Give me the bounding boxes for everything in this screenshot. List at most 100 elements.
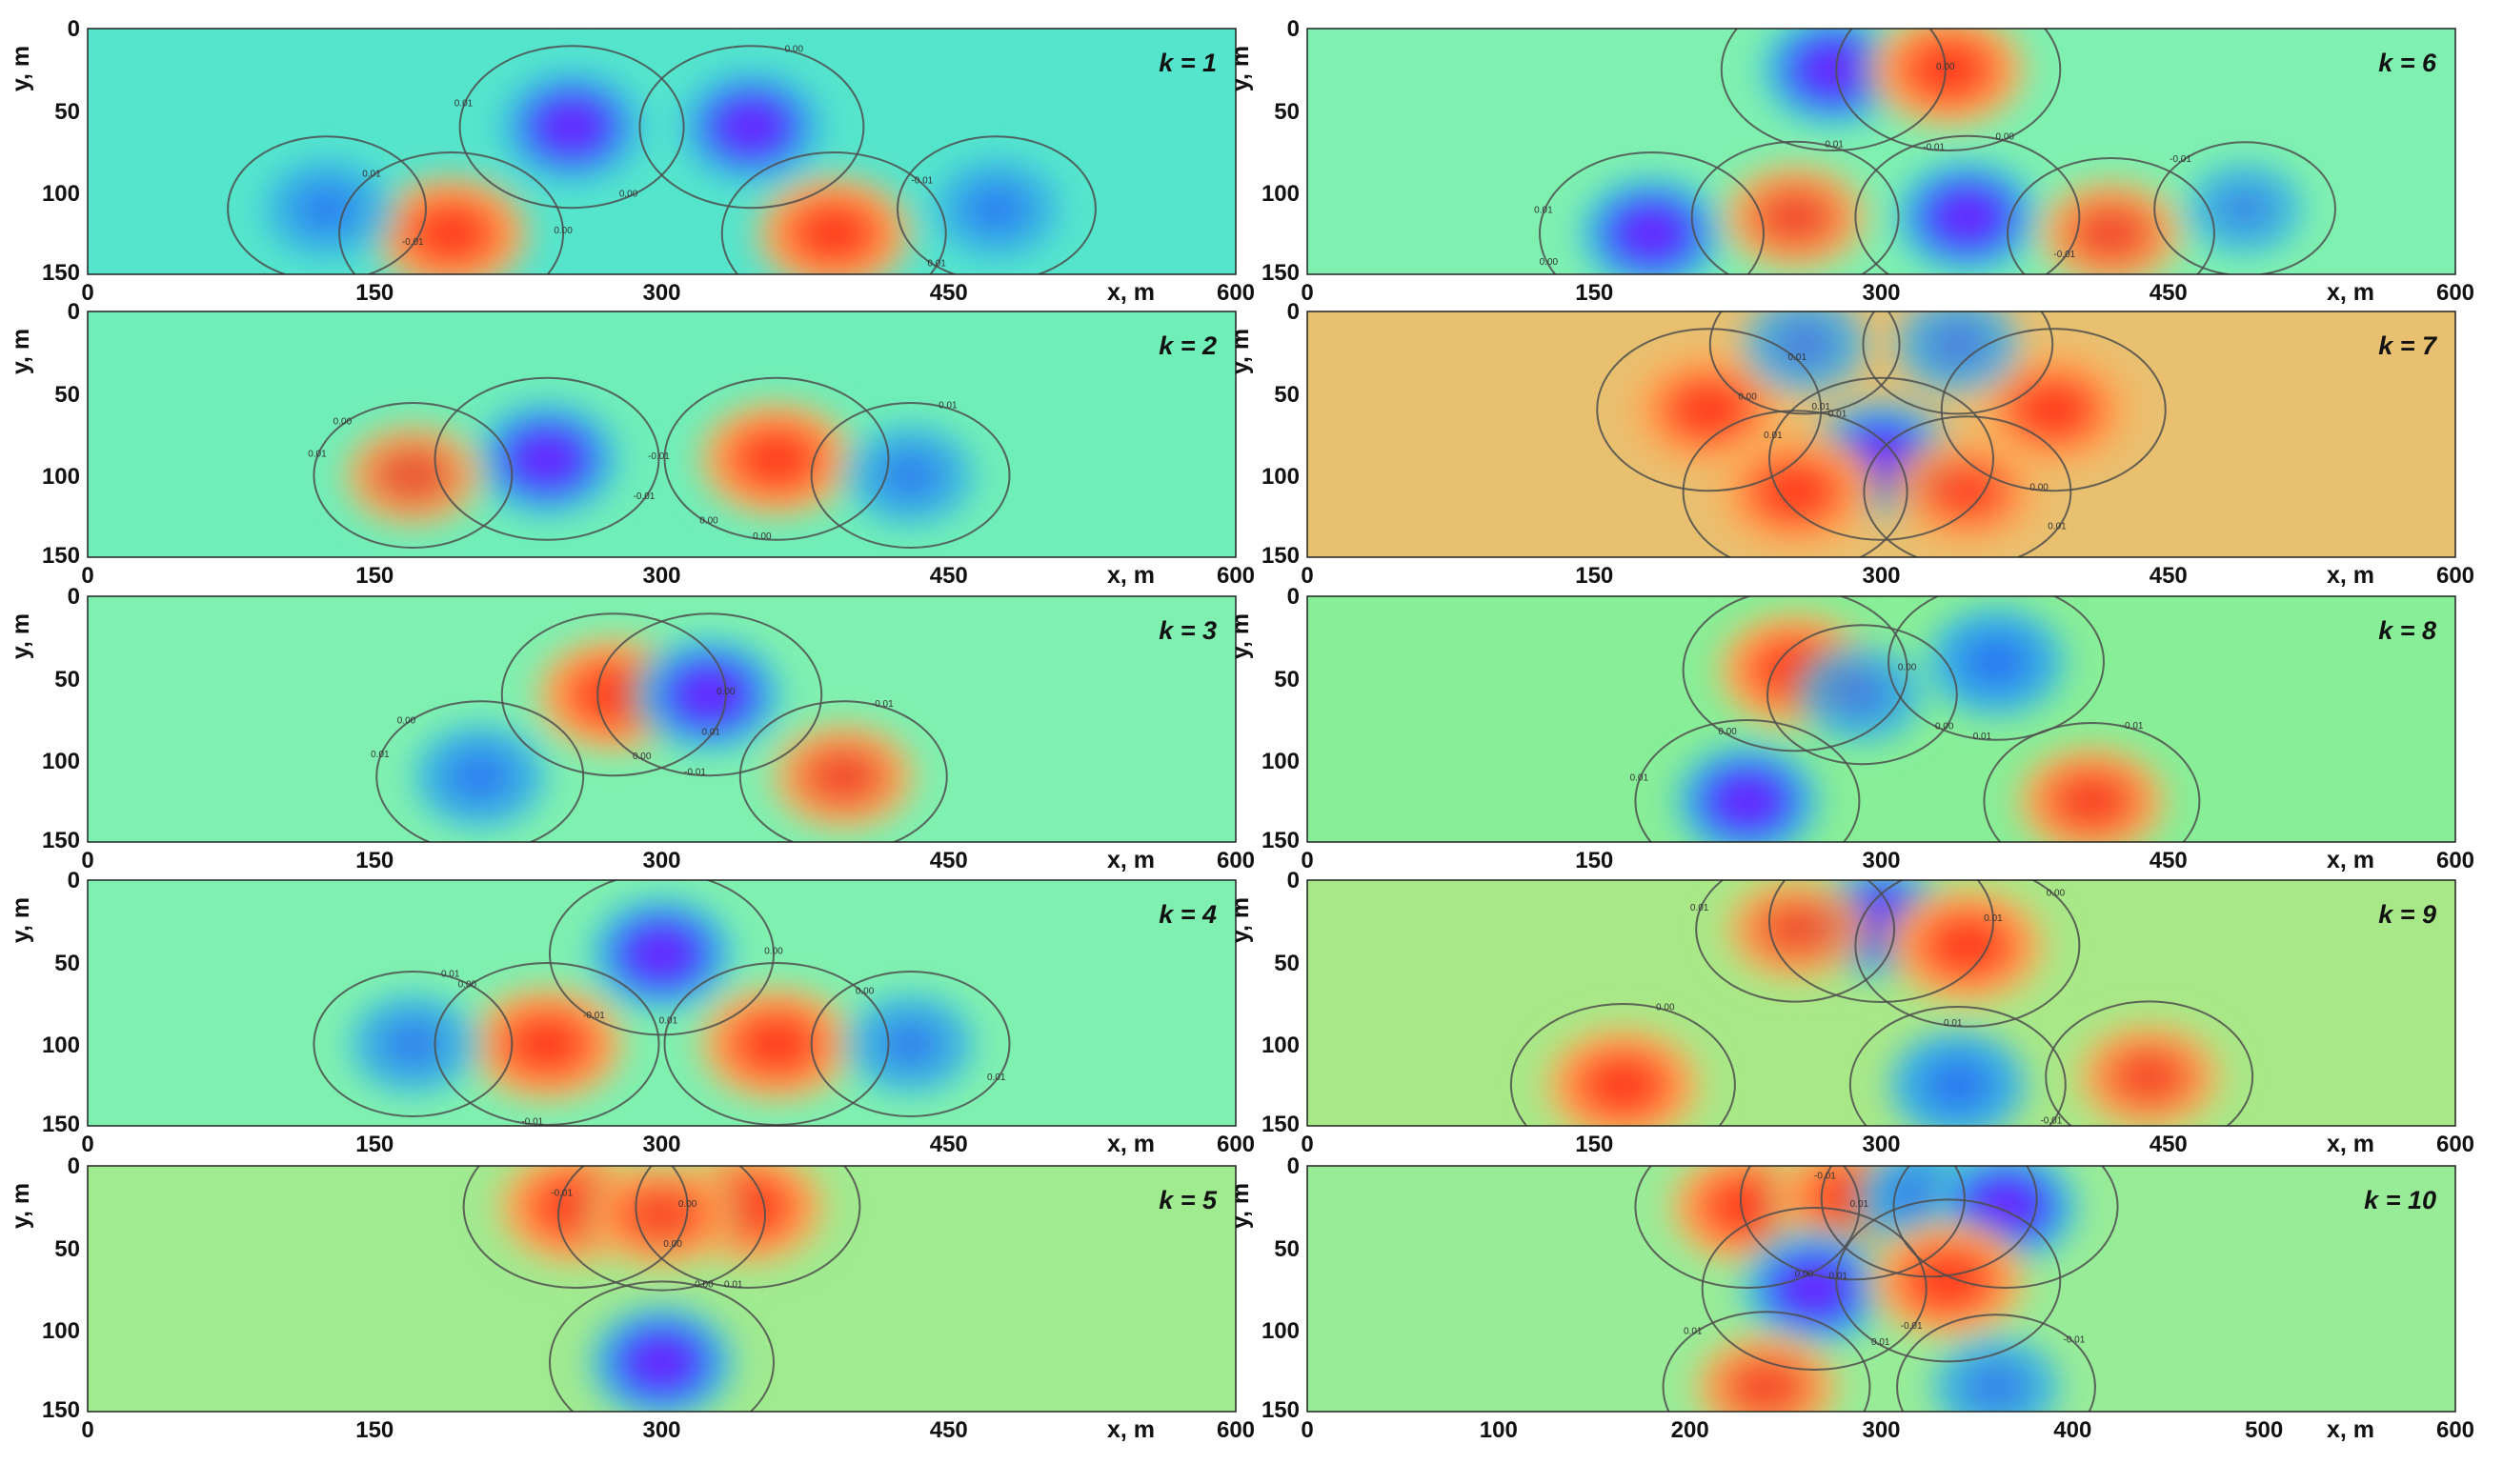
- contour-label: -0.01: [1923, 142, 1945, 152]
- y-tick-label: 150: [1262, 543, 1300, 569]
- y-tick-label: 0: [68, 868, 80, 893]
- positive-anomaly: [1996, 730, 2187, 842]
- contour-label: 0.00: [785, 45, 804, 55]
- contour-line: [1539, 151, 1765, 274]
- contour-label: 0.00: [1996, 131, 2015, 142]
- contour-label: 0.01: [987, 1073, 1006, 1083]
- panel-6: 0.000.010.01-0.010.000.000 150 300 450 600x,…: [1227, 584, 2474, 873]
- positive-anomaly: [2057, 1008, 2241, 1126]
- negative-anomaly: [1560, 160, 1744, 274]
- panel-5: 0.00-0.010.01-0.010.010.000.000 150 300 450…: [8, 584, 1255, 873]
- x-tick-label: 600: [2436, 1132, 2474, 1157]
- y-axis-label: y, m: [8, 1183, 34, 1229]
- contour-label: -0.01: [2040, 1116, 2062, 1127]
- y-tick-label: 0: [1287, 868, 1300, 893]
- contour-label: 0.01: [454, 98, 474, 109]
- negative-anomaly: [244, 142, 410, 274]
- y-tick-label: 50: [1274, 382, 1300, 408]
- positive-anomaly: [678, 385, 875, 532]
- contour-line: [1862, 311, 2054, 415]
- x-tick-label: 0: [81, 280, 93, 306]
- contour-label: 0.01: [371, 750, 390, 760]
- x-axis-label: x, m: [2327, 1416, 2374, 1443]
- x-tick-label: 300: [1862, 563, 1900, 589]
- contour-label: 0.01: [927, 259, 946, 270]
- negative-anomaly: [454, 385, 639, 532]
- x-tick-label: 450: [930, 1132, 968, 1157]
- mode-label: k = 1: [1159, 49, 1217, 77]
- contour-label: 0.00: [1540, 257, 1559, 268]
- x-tick-label: 600: [2436, 1417, 2474, 1443]
- contour-label: 0.01: [1764, 431, 1783, 441]
- contour-label: 0.00: [1898, 662, 1917, 672]
- contour-line: [1690, 140, 1900, 274]
- x-tick-label: 0: [1301, 280, 1313, 306]
- contour-label: 0.01: [939, 401, 958, 411]
- x-tick-label: 600: [1217, 1132, 1255, 1157]
- heatmap-area: 0.00 0.01 -0.01 0.00 0.00: [88, 1166, 1236, 1412]
- x-tick-label: 0: [1301, 1132, 1313, 1157]
- x-tick-label: 600: [2436, 280, 2474, 306]
- contour-label: 0.00: [397, 716, 416, 727]
- heatmap-area: 0.01 0.01 0.01 0.00 -0.01 0.01 0.00 0.00: [1307, 880, 2455, 1127]
- contour-label: -0.01: [551, 1188, 573, 1198]
- y-tick-label: 100: [42, 1318, 80, 1344]
- contour-line: [1854, 134, 2081, 274]
- contour-line: [1596, 328, 1823, 492]
- contour-line: [2007, 157, 2215, 274]
- contour-label: -0.01: [2064, 1334, 2086, 1345]
- contour-label: 0.01: [1973, 732, 1992, 742]
- y-tick-label: 0: [1287, 1153, 1300, 1179]
- x-tick-label: 300: [1862, 280, 1900, 306]
- x-tick-label: 0: [81, 563, 93, 589]
- negative-anomaly: [914, 142, 1080, 274]
- contour-label: -0.01: [2053, 250, 2075, 260]
- x-tick-label: 600: [1217, 848, 1255, 873]
- contour-label: 0.01: [1871, 1337, 1890, 1348]
- negative-anomaly: [1877, 311, 2038, 409]
- heatmap-area: 0.00 -0.01 0.01 0.01 0.01 -0.01 0.00 0.00: [88, 880, 1236, 1126]
- contour-line: [434, 962, 660, 1126]
- panel-10: 0.010.01-0.010.01-0.010.010.01-0.010.000…: [1227, 1153, 2474, 1443]
- x-tick-label: 150: [1575, 563, 1613, 589]
- y-tick-label: 0: [1287, 299, 1300, 325]
- heatmap-area: 0.00 -0.01 0.01 0.01 -0.01 0.01 -0.01 0.00 0.00 0…: [1307, 12, 2455, 274]
- x-tick-label: 150: [355, 1417, 394, 1443]
- x-axis-label: x, m: [2327, 279, 2374, 306]
- contour-label: 0.01: [362, 169, 381, 179]
- negative-anomaly: [480, 53, 664, 201]
- x-tick-label: 150: [1575, 848, 1613, 873]
- y-axis-label: y, m: [1227, 1183, 1254, 1229]
- contour-line: [1708, 311, 1901, 415]
- plot-frame: [1306, 28, 2456, 275]
- x-tick-label: 450: [2150, 848, 2188, 873]
- mode-label: k = 3: [1159, 616, 1217, 645]
- plot-frame: [87, 311, 1237, 558]
- panel-3: -0.010.000.010.01-0.010.000.000 150 300 450…: [8, 299, 1255, 589]
- x-axis-label: x, m: [1107, 1416, 1155, 1443]
- y-tick-label: 150: [42, 543, 80, 569]
- negative-anomaly: [2168, 147, 2322, 271]
- contour-label: 0.00: [1912, 12, 1931, 23]
- contour-line: [1983, 722, 2201, 842]
- x-tick-label: 300: [1862, 848, 1900, 873]
- mode-label: k = 8: [2378, 616, 2436, 645]
- x-axis-label: x, m: [1107, 562, 1155, 589]
- contour-line: [810, 971, 1011, 1117]
- contour-label: -0.01: [583, 1011, 605, 1021]
- y-tick-label: 0: [68, 299, 80, 325]
- heatmap-area: 0.010.000.010.010.010.000.010.01: [1307, 311, 2455, 557]
- y-tick-label: 100: [1262, 1033, 1300, 1058]
- y-tick-label: 150: [42, 1397, 80, 1423]
- contour-line: [557, 1166, 766, 1292]
- x-tick-label: 0: [1301, 563, 1313, 589]
- contour-label: 0.01: [1534, 205, 1553, 215]
- contour-line: [810, 402, 1011, 549]
- contour-label: -0.01: [872, 699, 894, 710]
- heatmap-area: 0.00 -0.01 0.01 -0.01 0.01 0.00 0.00: [88, 596, 1236, 842]
- y-tick-label: 0: [68, 1153, 80, 1179]
- contour-label: 0.00: [764, 946, 783, 956]
- contour-label: 0.01: [1828, 410, 1847, 420]
- y-tick-label: 0: [68, 16, 80, 42]
